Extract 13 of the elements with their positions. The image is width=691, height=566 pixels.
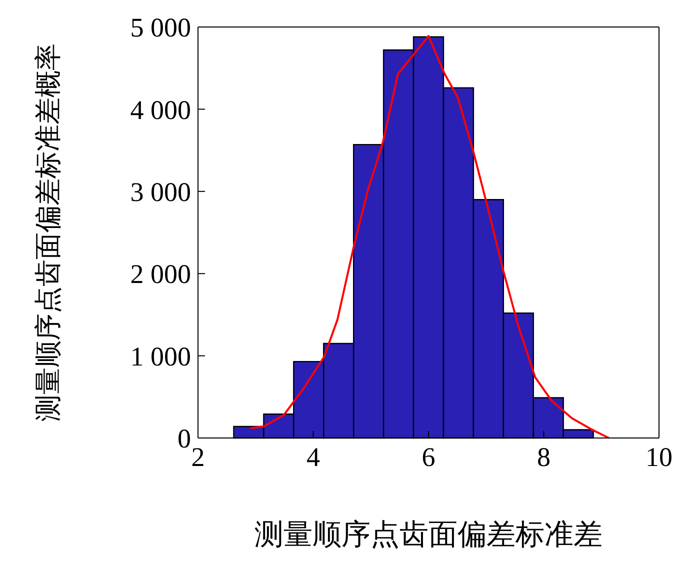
y-tick-label: 4 000: [130, 94, 191, 125]
y-axis-title: 测量顺序点齿面偏差标准差概率: [33, 44, 63, 422]
y-tick-label: 1 000: [130, 341, 191, 372]
x-tick-label: 6: [422, 442, 436, 472]
x-axis-title: 测量顺序点齿面偏差标准差: [254, 519, 602, 551]
x-tick-label: 4: [306, 442, 320, 472]
y-tick-label: 5 000: [130, 12, 191, 43]
x-tick-label: 8: [537, 442, 550, 472]
x-tick-label: 10: [646, 442, 672, 472]
x-tick-label: 2: [191, 442, 205, 472]
y-tick-label: 2 000: [130, 259, 191, 290]
y-tick-label: 3 000: [130, 176, 191, 207]
y-tick-label: 0: [178, 424, 191, 454]
